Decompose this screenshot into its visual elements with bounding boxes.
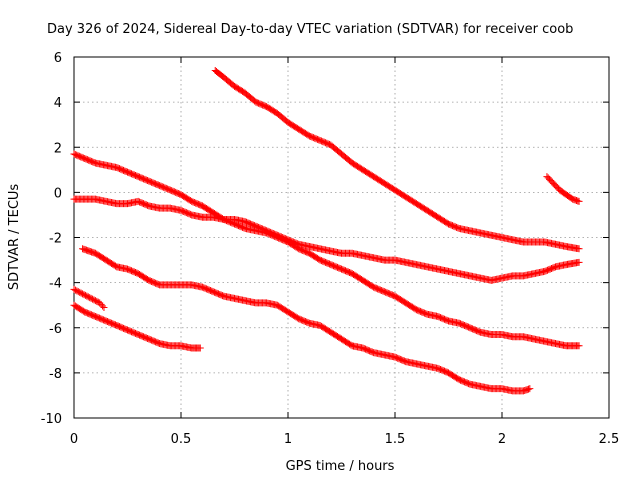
data-point <box>100 303 108 311</box>
data-point <box>81 291 89 299</box>
data-point <box>97 300 105 308</box>
data-point <box>83 292 91 300</box>
series-sat-f <box>70 301 204 352</box>
data-point <box>77 289 85 297</box>
y-tick-label: -8 <box>49 367 62 382</box>
data-point <box>84 293 92 301</box>
data-point <box>96 299 104 307</box>
data-point <box>575 258 583 266</box>
chart-title: Day 326 of 2024, Sidereal Day-to-day VTE… <box>47 22 573 37</box>
x-axis-label: GPS time / hours <box>286 459 395 474</box>
y-tick-label: 0 <box>54 186 62 201</box>
x-tick-label: 0.5 <box>171 432 192 447</box>
y-tick-labels: -10 -8 -6 -4 -2 0 2 4 6 <box>41 51 62 427</box>
y-tick-label: 4 <box>54 96 62 111</box>
data-point <box>90 296 98 304</box>
data-point <box>91 297 99 305</box>
x-tick-labels: 0 0.5 1 1.5 2 2.5 <box>70 432 619 447</box>
axis-ticks <box>73 56 610 419</box>
series-sat-b <box>70 150 583 350</box>
data-point <box>87 294 95 302</box>
series-sat-g <box>543 173 583 205</box>
series-sat-a <box>211 67 583 253</box>
x-tick-label: 2.5 <box>599 432 620 447</box>
data-point <box>575 245 583 253</box>
y-tick-label: -4 <box>49 277 62 292</box>
data-point <box>76 288 84 296</box>
data-point <box>526 385 534 393</box>
y-tick-label: -10 <box>41 412 62 427</box>
series-sat-d <box>79 245 534 395</box>
y-tick-label: 2 <box>54 141 62 156</box>
y-axis-label: SDTVAR / TECUs <box>7 184 22 291</box>
x-tick-label: 2 <box>498 432 506 447</box>
data-point <box>74 288 82 296</box>
series-sat-e <box>70 285 108 311</box>
data-point <box>99 302 107 310</box>
data-point <box>71 286 79 294</box>
x-tick-label: 1 <box>284 432 292 447</box>
data-point <box>79 290 87 298</box>
data-point <box>89 295 97 303</box>
data-point <box>93 297 101 305</box>
data-series <box>70 67 583 395</box>
data-point <box>575 342 583 350</box>
data-point <box>80 291 88 299</box>
x-tick-label: 0 <box>70 432 78 447</box>
data-point <box>86 294 94 302</box>
y-tick-label: 6 <box>54 51 62 66</box>
series-sat-c <box>70 195 583 284</box>
y-tick-label: -6 <box>49 322 62 337</box>
grid-lines <box>74 57 609 418</box>
data-point <box>73 287 81 295</box>
y-tick-label: -2 <box>49 232 62 247</box>
data-point <box>196 344 204 352</box>
data-point <box>70 285 78 293</box>
data-point <box>575 197 583 205</box>
x-tick-label: 1.5 <box>385 432 406 447</box>
